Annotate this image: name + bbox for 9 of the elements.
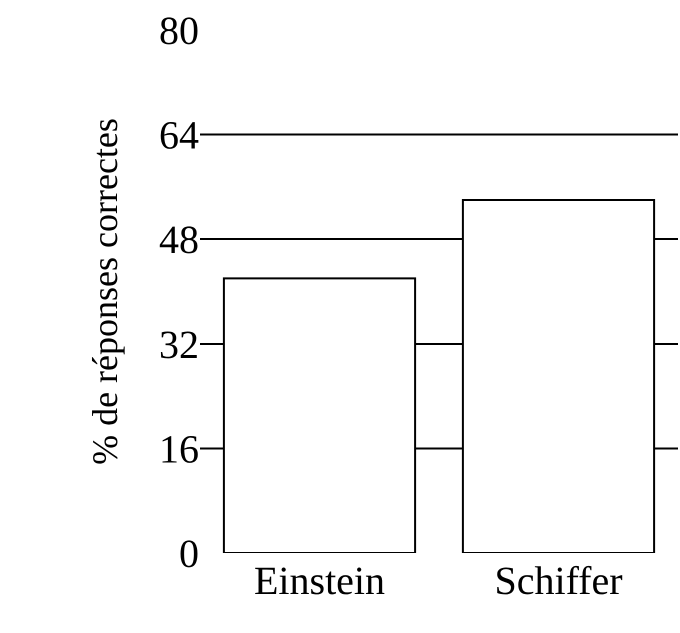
y-tick-label: 16 (159, 426, 199, 472)
y-axis-title: % de réponses correctes (84, 118, 125, 465)
y-tick-label: 64 (159, 112, 199, 158)
y-tick-label: 48 (159, 217, 199, 262)
y-tick-label: 32 (159, 322, 199, 367)
x-tick-label: Einstein (254, 558, 386, 603)
y-tick-label: 80 (159, 8, 199, 53)
x-tick-label: Schiffer (494, 558, 623, 603)
y-tick-label: 0 (179, 531, 199, 576)
